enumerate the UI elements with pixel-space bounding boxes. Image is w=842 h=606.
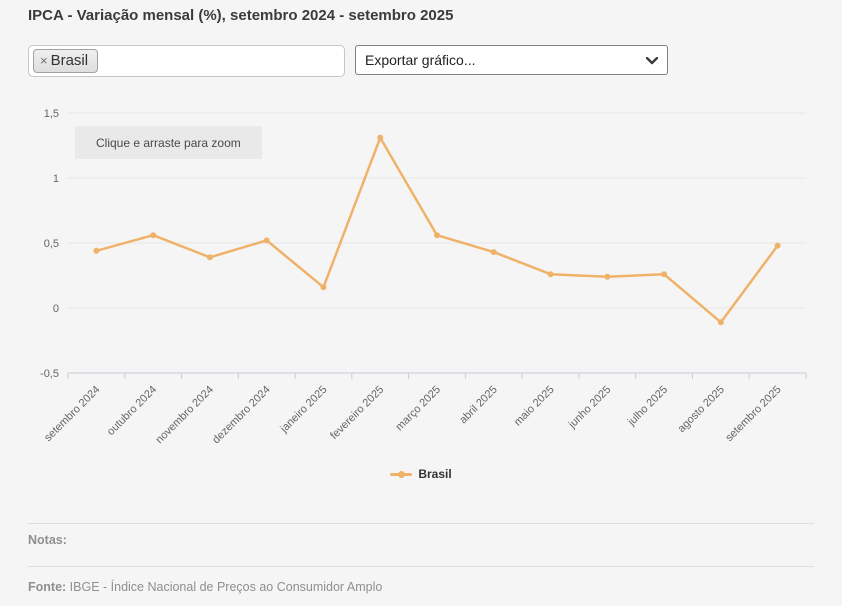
legend-label: Brasil bbox=[418, 467, 452, 481]
notes-divider bbox=[28, 523, 814, 524]
notes-label: Notas: bbox=[28, 533, 67, 547]
chart-canvas[interactable]: -0,5 0 0,5 1 1,5 setembro 2024 outubro 2024nov… bbox=[0, 95, 842, 467]
x-axis-tick-label: fevereiro 2025 bbox=[328, 384, 386, 442]
x-axis-tick-label: agosto 2025 bbox=[676, 384, 727, 435]
data-point[interactable] bbox=[547, 271, 554, 278]
legend-item-brasil[interactable]: Brasil bbox=[390, 467, 452, 481]
series-line-brasil bbox=[95, 136, 779, 324]
export-chart-select[interactable]: Exportar gráfico... bbox=[355, 45, 668, 75]
territory-tag-label: Brasil bbox=[50, 52, 89, 69]
source-divider bbox=[28, 566, 814, 567]
x-axis-tick-label: janeiro 2025 bbox=[278, 384, 330, 436]
export-chart-select-wrap: Exportar gráfico... bbox=[355, 45, 668, 75]
page-title: IPCA - Variação mensal (%), setembro 202… bbox=[28, 7, 454, 24]
x-axis-tick-label: setembro 2024 bbox=[42, 384, 102, 444]
territory-tag-input[interactable]: × Brasil bbox=[28, 45, 345, 77]
x-axis-tick-label: julho 2025 bbox=[625, 384, 670, 429]
legend-line-icon bbox=[390, 470, 413, 478]
x-axis-tick-label: outubro 2024 bbox=[105, 384, 159, 438]
data-point[interactable] bbox=[434, 232, 440, 239]
source-text: IBGE - Índice Nacional de Preços ao Cons… bbox=[66, 580, 383, 594]
territory-tag-chip[interactable]: × Brasil bbox=[33, 49, 99, 73]
data-point[interactable] bbox=[206, 254, 213, 261]
data-point[interactable] bbox=[377, 134, 384, 141]
x-axis-tick-label: maio 2025 bbox=[512, 384, 557, 429]
x-axis-tick-label: setembro 2025 bbox=[723, 384, 783, 444]
data-point[interactable] bbox=[604, 273, 611, 280]
y-axis-tick-label: 0,5 bbox=[44, 238, 59, 250]
data-point[interactable] bbox=[661, 271, 668, 278]
data-point[interactable] bbox=[490, 249, 497, 256]
data-point[interactable] bbox=[717, 319, 724, 326]
source-label: Fonte: bbox=[28, 580, 67, 594]
chart-legend: Brasil bbox=[0, 467, 842, 481]
source-line: Fonte: IBGE - Índice Nacional de Preços … bbox=[28, 580, 382, 594]
x-axis-tick-label: abril 2025 bbox=[457, 384, 500, 427]
data-point[interactable] bbox=[320, 284, 327, 291]
y-axis-tick-label: -0,5 bbox=[40, 368, 59, 380]
data-point[interactable] bbox=[150, 232, 157, 239]
data-point[interactable] bbox=[93, 247, 100, 254]
y-axis-tick-label: 1 bbox=[53, 173, 59, 185]
data-point[interactable] bbox=[774, 242, 781, 249]
x-axis-tick-label: novembro 2024 bbox=[153, 384, 216, 447]
y-axis-tick-label: 1,5 bbox=[44, 108, 59, 120]
x-axis-tick-label: dezembro 2024 bbox=[210, 384, 273, 447]
x-axis-tick-label: março 2025 bbox=[394, 384, 444, 434]
zoom-hint-button[interactable]: Clique e arraste para zoom bbox=[75, 126, 262, 159]
x-axis-tick-label: junho 2025 bbox=[566, 384, 614, 432]
data-point[interactable] bbox=[263, 237, 270, 244]
y-axis-tick-label: 0 bbox=[53, 303, 59, 315]
remove-tag-icon[interactable]: × bbox=[40, 53, 48, 68]
